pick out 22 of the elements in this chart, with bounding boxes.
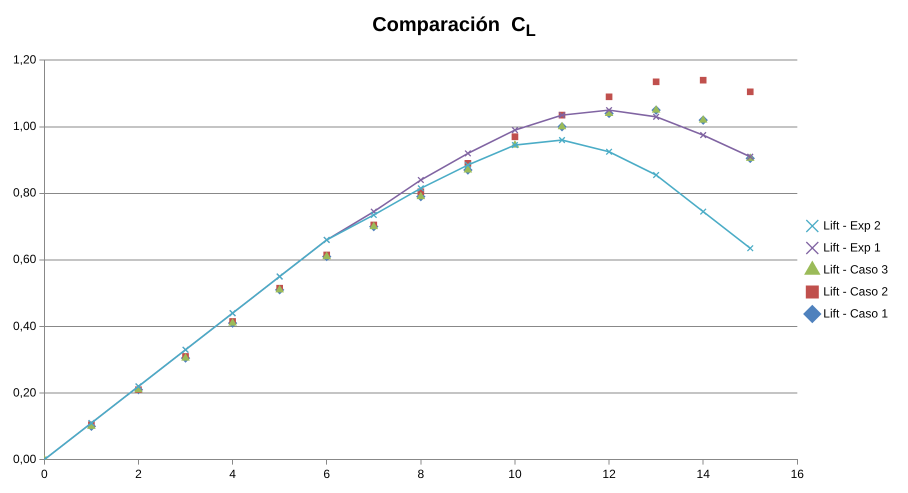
y-tick-label: 0,80 — [12, 186, 37, 200]
legend-label: Lift - Caso 2 — [823, 284, 888, 298]
chart-title: Comparación C$_{L}$ — [371, 14, 537, 41]
x-tick-label: 16 — [790, 467, 804, 482]
x-tick-label: 10 — [508, 467, 522, 482]
legend-label: Lift - Caso 1 — [823, 306, 888, 320]
y-tick-label: 1,20 — [12, 52, 37, 67]
x-tick-label: 6 — [323, 467, 330, 482]
x-tick-label: 0 — [41, 467, 48, 482]
y-tick-label: 0,20 — [12, 385, 37, 400]
x-tick-label: 2 — [135, 467, 142, 482]
x-tick-label: 8 — [417, 467, 424, 482]
y-tick-label: 0,40 — [12, 318, 37, 333]
legend-label: Lift - Caso 3 — [823, 262, 888, 276]
y-tick-label: 0,60 — [12, 252, 37, 266]
x-tick-label: 4 — [229, 467, 236, 482]
y-tick-label: 0,00 — [12, 452, 37, 466]
x-tick-label: 12 — [602, 467, 616, 482]
y-tick-label: 1,00 — [12, 119, 37, 134]
legend-label: Lift - Exp 1 — [823, 240, 881, 254]
x-tick-label: 14 — [696, 467, 710, 482]
legend-label: Lift - Exp 2 — [823, 218, 881, 232]
